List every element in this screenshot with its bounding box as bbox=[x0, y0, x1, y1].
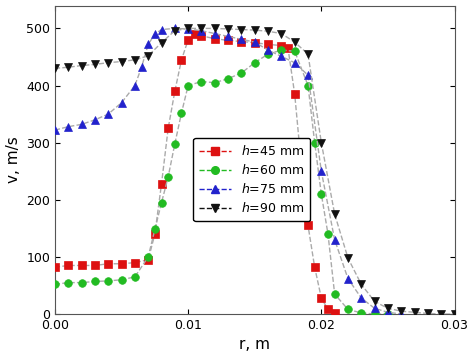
X-axis label: r, m: r, m bbox=[239, 338, 270, 352]
Legend: $h$=45 mm, $h$=60 mm, $h$=75 mm, $h$=90 mm: $h$=45 mm, $h$=60 mm, $h$=75 mm, $h$=90 … bbox=[193, 138, 310, 221]
Y-axis label: v, m/s: v, m/s bbox=[6, 136, 20, 183]
